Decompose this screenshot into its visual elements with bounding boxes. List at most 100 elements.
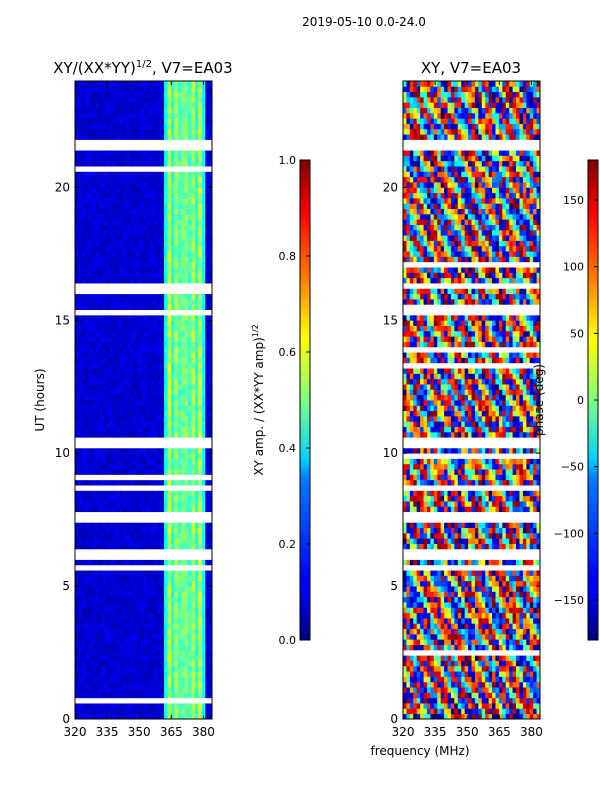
heatmap-cell	[102, 511, 107, 518]
heatmap-cell	[102, 272, 107, 279]
heatmap-cell	[188, 426, 192, 433]
heatmap-cell	[95, 564, 100, 571]
heatmap-cell	[170, 463, 175, 470]
heatmap-cell	[88, 235, 93, 241]
heatmap-cell	[194, 277, 199, 284]
heatmap-cell	[109, 501, 114, 507]
heatmap-cell	[174, 469, 179, 475]
heatmap-cell	[174, 256, 179, 263]
heatmap-cell	[188, 267, 192, 273]
heatmap-cell	[184, 283, 189, 289]
heatmap-cell	[188, 469, 192, 475]
heatmap-cell	[181, 298, 186, 305]
heatmap-cell	[194, 229, 199, 236]
heatmap-cell	[146, 453, 151, 459]
heatmap-cell	[167, 511, 172, 518]
heatmap-cell	[198, 336, 203, 342]
heatmap-cell	[88, 197, 93, 204]
heatmap-cell	[167, 575, 172, 582]
heatmap-cell	[157, 160, 162, 167]
heatmap-cell	[119, 155, 124, 162]
heatmap-cell	[122, 612, 127, 619]
heatmap-cell	[153, 166, 158, 172]
heatmap-cell	[184, 655, 189, 661]
heatmap-cell	[109, 580, 114, 587]
heatmap-cell	[102, 602, 107, 608]
heatmap-cell	[153, 564, 158, 571]
heatmap-cell	[129, 91, 134, 98]
heatmap-cell	[184, 596, 189, 603]
heatmap-cell	[126, 112, 131, 119]
heatmap-cell	[160, 713, 165, 719]
heatmap-cell	[78, 538, 83, 544]
heatmap-cell	[92, 639, 96, 645]
heatmap-cell	[88, 628, 93, 635]
heatmap-cell	[81, 442, 86, 449]
heatmap-cell	[198, 107, 203, 114]
heatmap-cell	[153, 474, 158, 481]
heatmap-cell	[468, 708, 472, 715]
heatmap-cell	[126, 283, 131, 289]
heatmap-cell	[188, 208, 192, 215]
heatmap-cell	[126, 570, 131, 576]
heatmap-cell	[191, 447, 196, 454]
heatmap-cell	[153, 224, 158, 231]
heatmap-cell	[170, 341, 175, 348]
heatmap-cell	[150, 554, 155, 560]
heatmap-cell	[140, 288, 144, 295]
heatmap-cell	[126, 86, 131, 93]
heatmap-cell	[143, 362, 148, 369]
heatmap-cell	[122, 304, 127, 311]
heatmap-cell	[191, 602, 196, 608]
heatmap-cell	[143, 708, 148, 715]
heatmap-cell	[78, 628, 83, 635]
heatmap-cell	[170, 474, 175, 481]
heatmap-cell	[194, 548, 199, 555]
heatmap-cell	[78, 554, 83, 560]
heatmap-cell	[85, 346, 90, 353]
heatmap-cell	[184, 240, 189, 247]
heatmap-cell	[105, 617, 110, 624]
heatmap-cell	[98, 713, 103, 719]
heatmap-cell	[109, 469, 114, 475]
heatmap-cell	[122, 649, 127, 656]
heatmap-cell	[177, 660, 182, 667]
heatmap-cell	[116, 655, 120, 661]
heatmap-cell	[136, 384, 141, 390]
heatmap-cell	[140, 235, 144, 241]
heatmap-cell	[85, 479, 90, 486]
heatmap-cell	[201, 213, 206, 220]
heatmap-cell	[126, 644, 131, 651]
heatmap-cell	[198, 112, 203, 119]
heatmap-cell	[208, 267, 212, 273]
heatmap-cell	[198, 687, 203, 693]
heatmap-cell	[126, 91, 131, 98]
heatmap-cell	[194, 325, 199, 332]
heatmap-cell	[119, 479, 124, 486]
heatmap-cell	[143, 644, 148, 651]
heatmap-cell	[75, 208, 79, 215]
heatmap-cell	[88, 160, 93, 167]
heatmap-cell	[198, 314, 203, 321]
heatmap-cell	[143, 660, 148, 667]
heatmap-cell	[160, 96, 165, 103]
heatmap-cell	[85, 713, 90, 719]
heatmap-cell	[184, 102, 189, 108]
heatmap-cell	[146, 139, 151, 146]
heatmap-cell	[201, 107, 206, 114]
heatmap-cell	[170, 469, 175, 475]
heatmap-cell	[92, 703, 96, 709]
heatmap-cell	[88, 267, 93, 273]
heatmap-cell	[119, 538, 124, 544]
heatmap-cell	[184, 713, 189, 719]
heatmap-cell	[205, 703, 209, 709]
heatmap-cell	[181, 591, 186, 598]
heatmap-cell	[92, 240, 96, 247]
heatmap-cell	[146, 144, 151, 151]
heatmap-cell	[198, 532, 203, 539]
heatmap-cell	[181, 352, 186, 358]
heatmap-cell	[444, 703, 448, 709]
heatmap-cell	[164, 586, 168, 592]
heatmap-cell	[164, 602, 168, 608]
x-tick-label: 350	[128, 725, 151, 739]
